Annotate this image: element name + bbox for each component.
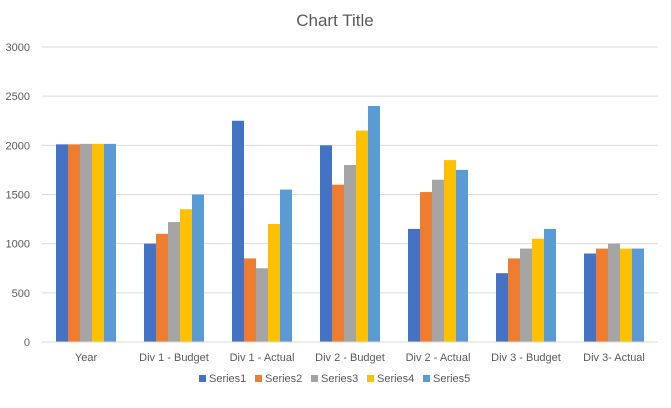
x-tick-label: Div 2 - Actual — [406, 352, 471, 364]
bar — [232, 120, 244, 342]
bar — [608, 243, 620, 342]
x-tick-label: Div 1 - Actual — [230, 352, 295, 364]
bar — [444, 160, 456, 342]
legend-label: Series4 — [377, 373, 414, 385]
bar — [496, 273, 508, 342]
bar — [408, 228, 420, 342]
bar — [432, 179, 444, 342]
y-tick-label: 3000 — [6, 42, 30, 54]
bar — [104, 143, 116, 342]
bar — [256, 268, 268, 342]
bar — [168, 222, 180, 342]
bar — [632, 248, 644, 342]
legend-swatch — [367, 375, 374, 382]
bar — [456, 169, 468, 342]
bar — [156, 233, 168, 342]
bars — [56, 106, 644, 342]
y-tick-label: 0 — [24, 337, 30, 349]
bar — [280, 189, 292, 342]
bar — [80, 143, 92, 342]
bar — [368, 106, 380, 342]
x-tick-label: Div 3- Actual — [583, 352, 645, 364]
bar — [584, 253, 596, 342]
bar — [180, 209, 192, 342]
bar — [356, 130, 368, 342]
bar — [420, 192, 432, 342]
legend-swatch — [311, 375, 318, 382]
y-tick-label: 2000 — [6, 140, 30, 152]
y-tick-label: 1000 — [6, 239, 30, 251]
x-axis-category-labels: Year Div 1 - Budget Div 1 - Actual Div 2 - … — [75, 352, 645, 364]
bar — [532, 238, 544, 342]
bar — [144, 243, 156, 342]
bar — [544, 228, 556, 342]
y-axis-tick-labels: 0 500 1000 1500 2000 2500 3000 — [6, 42, 30, 349]
bar — [268, 224, 280, 342]
bar — [320, 145, 332, 342]
bar — [520, 248, 532, 342]
legend-swatch — [199, 375, 206, 382]
legend-label: Series2 — [265, 373, 302, 385]
bar — [508, 258, 520, 342]
legend-label: Series5 — [433, 373, 470, 385]
legend-label: Series1 — [209, 373, 246, 385]
bar — [620, 248, 632, 342]
x-tick-label: Year — [75, 352, 98, 364]
bar — [56, 144, 68, 342]
bar — [192, 194, 204, 342]
bar — [244, 258, 256, 342]
x-tick-label: Div 2 - Budget — [315, 352, 385, 364]
bar — [68, 144, 80, 342]
bar — [596, 248, 608, 342]
chart-title: Chart Title — [296, 11, 373, 30]
legend-swatch — [423, 375, 430, 382]
y-tick-label: 500 — [12, 288, 30, 300]
y-tick-label: 2500 — [6, 91, 30, 103]
legend-swatch — [255, 375, 262, 382]
legend: Series1 Series2 Series3 Series4 Series5 — [199, 373, 470, 385]
x-tick-label: Div 1 - Budget — [139, 352, 209, 364]
bar — [344, 165, 356, 342]
y-tick-label: 1500 — [6, 190, 30, 202]
bar — [92, 143, 104, 342]
legend-label: Series3 — [321, 373, 358, 385]
bar — [332, 184, 344, 342]
x-tick-label: Div 3 - Budget — [491, 352, 561, 364]
